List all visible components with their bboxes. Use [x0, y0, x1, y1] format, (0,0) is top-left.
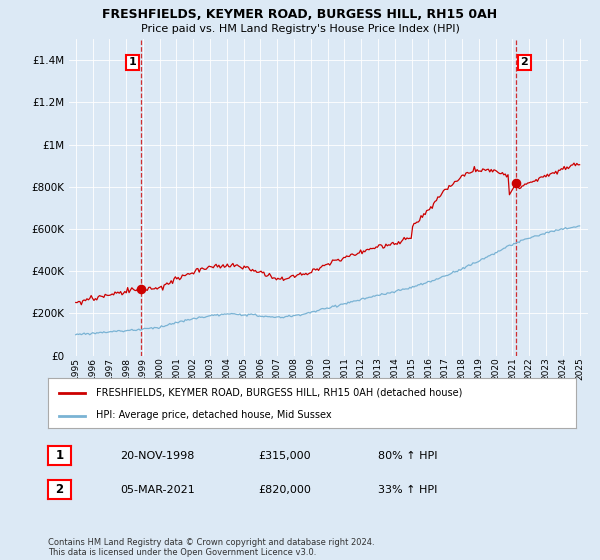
Text: 20-NOV-1998: 20-NOV-1998: [120, 451, 194, 461]
Text: Contains HM Land Registry data © Crown copyright and database right 2024.
This d: Contains HM Land Registry data © Crown c…: [48, 538, 374, 557]
Text: £315,000: £315,000: [258, 451, 311, 461]
Text: FRESHFIELDS, KEYMER ROAD, BURGESS HILL, RH15 0AH: FRESHFIELDS, KEYMER ROAD, BURGESS HILL, …: [103, 8, 497, 21]
Text: FRESHFIELDS, KEYMER ROAD, BURGESS HILL, RH15 0AH (detached house): FRESHFIELDS, KEYMER ROAD, BURGESS HILL, …: [95, 387, 462, 397]
Point: [511, 178, 521, 187]
Text: 2: 2: [55, 483, 64, 496]
Text: 05-MAR-2021: 05-MAR-2021: [120, 485, 195, 495]
Text: 1: 1: [55, 449, 64, 463]
Text: 2: 2: [520, 58, 528, 67]
Text: 1: 1: [129, 58, 137, 67]
Text: 33% ↑ HPI: 33% ↑ HPI: [378, 485, 437, 495]
Text: £820,000: £820,000: [258, 485, 311, 495]
Text: HPI: Average price, detached house, Mid Sussex: HPI: Average price, detached house, Mid …: [95, 410, 331, 420]
Text: 80% ↑ HPI: 80% ↑ HPI: [378, 451, 437, 461]
Text: Price paid vs. HM Land Registry's House Price Index (HPI): Price paid vs. HM Land Registry's House …: [140, 24, 460, 34]
Point: [136, 284, 146, 293]
